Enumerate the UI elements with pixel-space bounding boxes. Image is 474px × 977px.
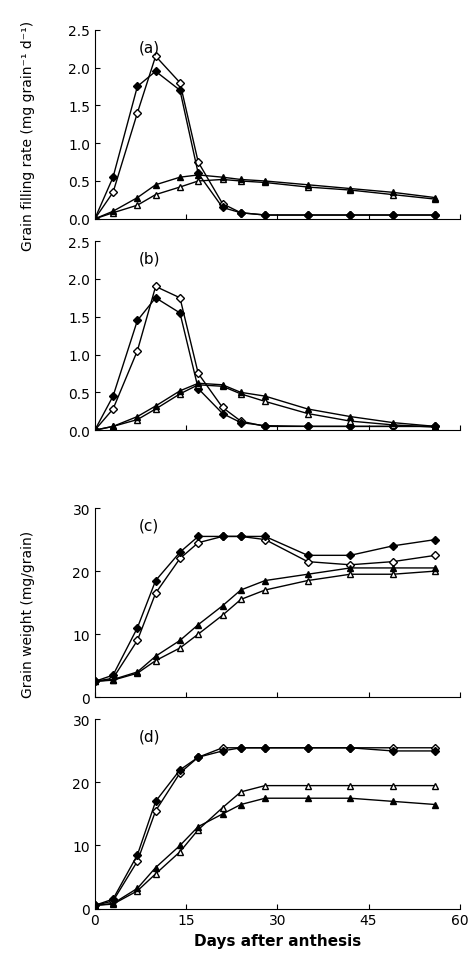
Text: Grain filling rate (mg grain⁻¹ d⁻¹): Grain filling rate (mg grain⁻¹ d⁻¹)	[21, 21, 36, 251]
Text: (d): (d)	[138, 729, 160, 744]
Text: (b): (b)	[138, 251, 160, 267]
Text: (a): (a)	[138, 40, 160, 55]
X-axis label: Days after anthesis: Days after anthesis	[194, 933, 361, 948]
Text: (c): (c)	[138, 518, 159, 533]
Text: Grain weight (mg/grain): Grain weight (mg/grain)	[21, 531, 36, 698]
